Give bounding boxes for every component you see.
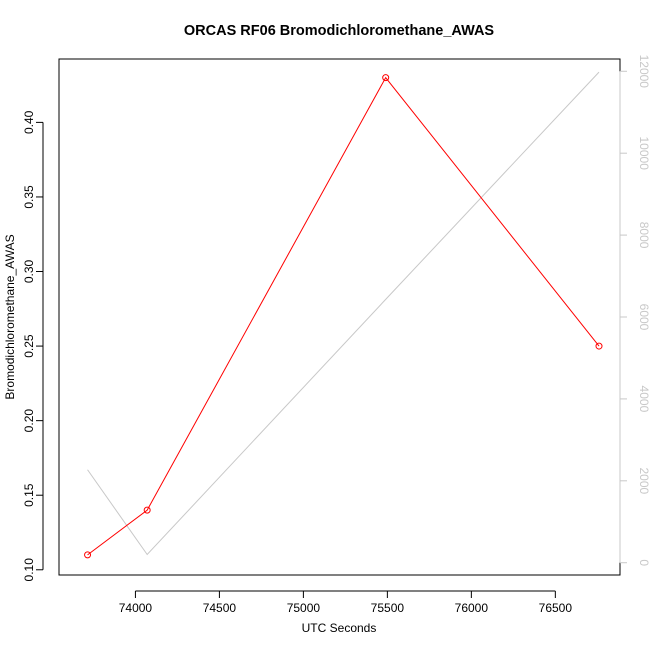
- y2-tick-label: 2000: [637, 467, 650, 494]
- series-line-right-axis: [87, 71, 600, 556]
- y2-tick-label: 6000: [637, 304, 650, 331]
- x-tick-label: 75500: [371, 601, 405, 615]
- y-axis: 0.10 0.15 0.20 0.25 0.30 0.35 0.40: [22, 110, 44, 582]
- y-axis-label: Bromodichloromethane_AWAS: [3, 234, 17, 399]
- y2-tick-label: 0: [637, 559, 650, 566]
- x-tick-label: 74500: [203, 601, 237, 615]
- y-tick-label: 0.10: [22, 558, 36, 582]
- y-tick-label: 0.30: [22, 260, 36, 284]
- y-tick-label: 0.25: [22, 334, 36, 358]
- y2-tick-label: 8000: [637, 222, 650, 249]
- series-layer: [84, 71, 603, 559]
- x-tick-label: 74000: [119, 601, 153, 615]
- data-point-marker: [143, 506, 151, 514]
- y-tick-label: 0.35: [22, 185, 36, 209]
- x-axis-label: UTC Seconds: [302, 621, 377, 635]
- y2-tick-label: 10000: [637, 137, 650, 171]
- data-point-marker: [595, 342, 603, 350]
- x-tick-label: 76500: [539, 601, 573, 615]
- x-axis: 74000 74500 75000 75500 76000 76500: [119, 590, 573, 615]
- data-point-marker: [84, 551, 92, 559]
- chart-title: ORCAS RF06 Bromodichloromethane_AWAS: [184, 23, 495, 39]
- y-tick-label: 0.40: [22, 110, 36, 134]
- series-line-left-axis: [87, 76, 600, 556]
- y2-tick-label: 4000: [637, 386, 650, 413]
- x-tick-label: 76000: [455, 601, 489, 615]
- y-tick-label: 0.20: [22, 409, 36, 433]
- y-tick-label: 0.15: [22, 483, 36, 507]
- x-tick-label: 75000: [287, 601, 321, 615]
- y2-axis: 0 2000 4000 6000 8000 10000 12000: [619, 55, 650, 566]
- data-point-marker: [382, 74, 390, 82]
- y2-tick-label: 12000: [637, 55, 650, 89]
